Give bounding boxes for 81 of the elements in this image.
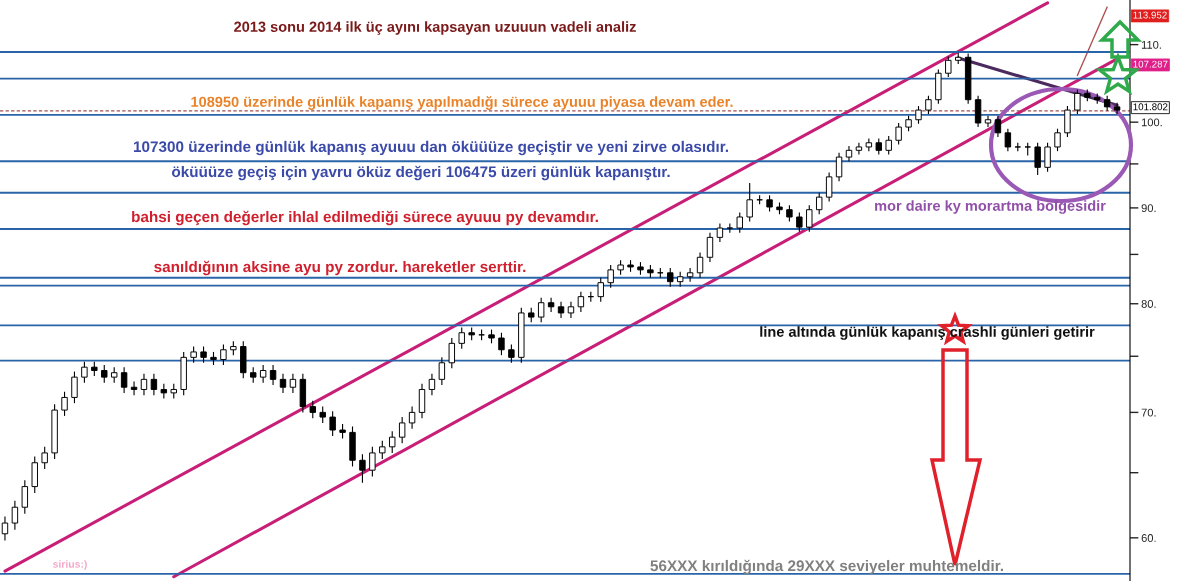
candlestick [418,383,426,419]
candlestick [1054,128,1061,152]
candlestick [41,446,48,470]
candlestick [706,232,714,263]
y-tick-label: 60. [1141,534,1156,542]
annotation: 113.952 [1133,11,1167,19]
annotation: bahsi geçen değerler ihlal edilmediği sürece ayuuu py devamdır. [132,210,598,226]
candlestick [1,515,9,542]
candlestick [369,446,376,478]
candlestick [994,115,1002,138]
candlestick [81,361,88,384]
candlestick [1064,105,1071,138]
candlestick [825,171,833,203]
candlestick [269,364,277,386]
candlestick [130,381,138,396]
candlestick [686,267,694,283]
candlestick [259,364,267,384]
annotation: 101.802 [1133,103,1168,111]
annotation: 107.287 [1133,60,1168,68]
candlestick [577,291,585,313]
candlestick [220,343,227,366]
candlestick [1004,128,1012,152]
candlestick [984,115,992,128]
annotation: sirius:) [53,560,87,570]
candlestick [736,211,743,234]
candlestick [806,204,813,233]
y-tick-label: 100. [1141,118,1162,127]
candlestick [279,373,287,394]
candlestick [716,222,724,243]
candlestick [945,55,952,78]
annotation: 107300 üzerinde günlük kapanış ayuuu dan öküüüze geçiştir ve yeni zirve olasıdır. [133,140,728,156]
candlestick [796,211,803,233]
annotation: sanıldığının aksine ayu py zordur. hareketler serttir. [154,260,526,276]
candlestick [329,410,336,437]
candlestick [895,122,902,145]
candlestick [667,267,674,288]
candlestick [925,95,932,115]
candlestick [379,440,386,460]
candlestick [71,371,78,404]
candlestick [31,456,38,494]
y-tick-label: 80. [1141,300,1156,308]
candlestick [508,343,515,364]
candlestick [815,192,823,215]
candlestick [537,297,545,323]
annotation: 108950 üzerinde günlük kapanış yapılmadığı sürece ayuuu piyasa devam eder. [191,96,733,110]
candlestick [140,373,148,396]
candlestick [398,416,406,444]
candlestick [389,430,396,454]
candlestick [1034,142,1041,176]
candlestick [289,373,297,394]
candlestick [498,332,505,356]
annotation: öküüüze geçiş için yavru öküz değeri 106475 üzeri günlük kapanıştır. [171,165,670,181]
candlestick [835,152,843,182]
candlestick [885,135,892,156]
text: 2013 sonu 2014 ilk üç ayını kapsayan uzuuun vadeli analiz [234,21,636,35]
candlestick [408,406,416,430]
candlestick [607,264,614,289]
candlestick [61,391,68,417]
candlestick [855,142,863,156]
annotation: mor daire ky morartma bölgesidir [875,200,1106,214]
candlestick [597,277,604,303]
candlestick [21,479,29,515]
y-tick-label: 70. [1141,408,1156,417]
candlestick [11,500,19,531]
y-tick-label: 90. [1141,204,1156,213]
candlestick [448,337,456,369]
candlestick [458,326,465,350]
candlestick [1074,88,1081,115]
candlestick [120,366,128,394]
annotation: 56XXX kırıldığında 29XXX seviyeler muhtemeldir. [650,559,1004,575]
candlestick [974,95,982,128]
candlestick [150,373,158,396]
candlestick [547,297,555,313]
candlestick [696,251,704,279]
candlestick [359,453,366,484]
y-tick-label: 110. [1141,40,1161,49]
candlestick [428,373,436,396]
candlestick [1113,102,1121,115]
candlestick [438,356,446,386]
candlestick [1044,142,1051,173]
candlestick [746,182,753,223]
